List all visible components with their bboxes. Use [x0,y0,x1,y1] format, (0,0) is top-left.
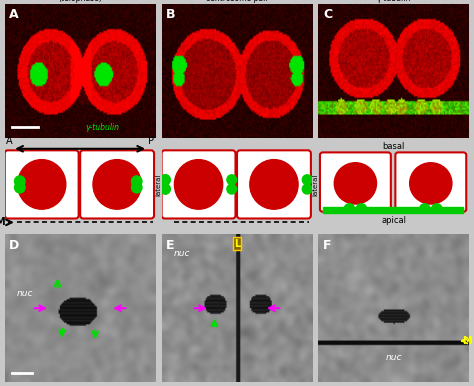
Circle shape [131,176,142,187]
FancyBboxPatch shape [237,150,311,218]
Circle shape [302,175,312,185]
Circle shape [161,184,170,194]
Circle shape [432,204,442,212]
Circle shape [174,160,223,209]
Circle shape [345,204,354,212]
Circle shape [250,160,298,209]
Text: E: E [166,239,174,252]
Text: apical: apical [382,216,406,225]
Circle shape [93,160,141,209]
Circle shape [227,184,237,194]
Text: nuc: nuc [17,289,33,298]
Text: A: A [9,8,19,21]
Text: P: P [148,136,154,146]
Title: E8-E16 division
(telophase): E8-E16 division (telophase) [51,0,109,3]
Circle shape [15,182,25,193]
Title: membrane apposition of
centrosome pair: membrane apposition of centrosome pair [190,0,284,3]
Text: C: C [323,8,332,21]
Text: A: A [6,136,13,146]
Text: nuc: nuc [386,353,402,362]
Circle shape [302,184,312,194]
Circle shape [18,160,66,209]
FancyBboxPatch shape [320,152,391,212]
Circle shape [161,175,170,185]
Ellipse shape [410,163,452,204]
Text: M: M [0,217,5,227]
Text: D: D [9,239,19,252]
Ellipse shape [334,163,376,204]
Circle shape [15,176,25,187]
Text: M: M [462,336,471,346]
FancyBboxPatch shape [162,150,236,218]
Circle shape [356,204,366,212]
Circle shape [420,204,429,212]
Circle shape [161,184,170,194]
Text: L: L [234,239,240,249]
Text: B: B [166,8,175,21]
FancyBboxPatch shape [395,152,466,212]
Circle shape [131,182,142,193]
Circle shape [227,175,237,185]
Bar [323,207,463,213]
FancyBboxPatch shape [5,150,79,218]
Circle shape [161,175,170,185]
Text: lateral: lateral [155,173,162,196]
Title: apical distribution of
γ-tubulin: apical distribution of γ-tubulin [354,0,434,3]
Text: F: F [323,239,331,252]
Text: γ-tubulin: γ-tubulin [86,123,120,132]
Text: basal: basal [383,142,405,151]
FancyBboxPatch shape [80,150,154,218]
Text: nuc: nuc [173,249,190,259]
Text: lateral: lateral [312,173,319,196]
